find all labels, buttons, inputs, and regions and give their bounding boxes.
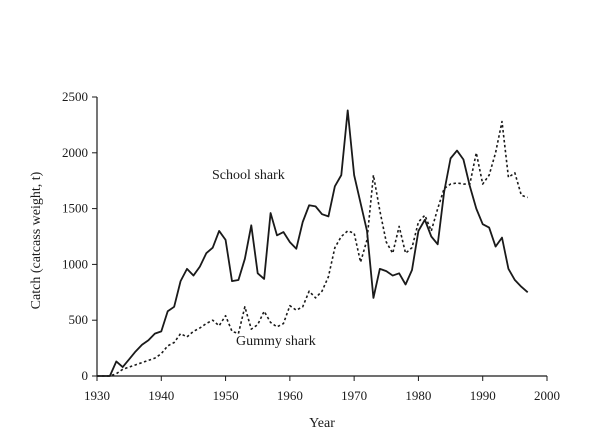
y-tick-label: 1000 — [62, 256, 88, 271]
series-line-school-shark — [97, 109, 529, 377]
x-tick-label: 1940 — [148, 388, 174, 403]
y-tick-label: 0 — [82, 368, 89, 383]
y-axis-title: Catch (catcass weight, t) — [29, 171, 44, 309]
series-label-gummy-shark: Gummy shark — [236, 334, 316, 349]
x-tick-label: 1960 — [277, 388, 303, 403]
series-line-gummy-shark — [97, 120, 528, 377]
x-tick-label: 1980 — [405, 388, 431, 403]
y-tick-label: 2000 — [62, 145, 88, 160]
x-tick-label: 2000 — [534, 388, 560, 403]
series-layer — [97, 109, 529, 377]
x-tick-label: 1950 — [213, 388, 239, 403]
axes — [96, 97, 547, 377]
x-axis-title: Year — [309, 416, 335, 431]
ticks: 1930 1940 1950 1960 1970 1980 1990 2000 0 500 1000… — [62, 89, 560, 403]
y-tick-label: 1500 — [62, 201, 88, 216]
x-tick-label: 1970 — [341, 388, 367, 403]
y-tick-label: 2500 — [62, 89, 88, 104]
x-tick-label: 1990 — [470, 388, 496, 403]
y-tick-label: 500 — [69, 312, 89, 327]
series-label-school-shark: School shark — [212, 168, 285, 183]
x-tick-label: 1930 — [84, 388, 110, 403]
